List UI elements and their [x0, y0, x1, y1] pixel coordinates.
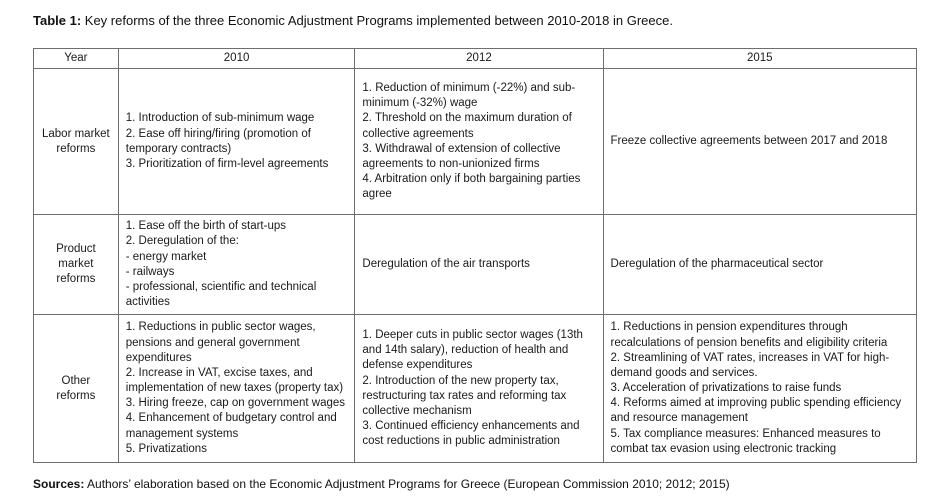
table-caption: Table 1: Key reforms of the three Econom… [33, 13, 917, 28]
table-header-row: Year 2010 2012 2015 [33, 47, 918, 70]
cell-other-2012: 1. Deeper cuts in public sector wages (1… [354, 314, 604, 464]
sources-note: Sources: Authors’ elaboration based on t… [33, 477, 917, 491]
cell-other-2015: 1. Reductions in pension expenditures th… [602, 314, 918, 464]
table-row-other-reforms: Other reforms 1. Reductions in public se… [33, 314, 918, 464]
cell-product-2010: 1. Ease off the birth of start-ups 2. De… [117, 214, 356, 316]
row-category-labor: Labor market reforms [33, 68, 119, 216]
row-category-other: Other reforms [33, 314, 119, 464]
sources-text: Authors’ elaboration based on the Econom… [84, 477, 730, 492]
header-2015: 2015 [602, 47, 918, 70]
cell-product-2015: Deregulation of the pharmaceutical secto… [602, 214, 918, 316]
cell-labor-2015: Freeze collective agreements between 201… [602, 68, 918, 216]
cell-labor-2010: 1. Introduction of sub-minimum wage 2. E… [117, 68, 356, 216]
row-category-product: Product market reforms [33, 214, 119, 316]
header-2010: 2010 [117, 47, 356, 70]
reforms-table: Year 2010 2012 2015 Labor market reforms… [33, 47, 918, 464]
table-caption-text: Key reforms of the three Economic Adjust… [81, 13, 673, 28]
cell-labor-2012: 1. Reduction of minimum (-22%) and sub-m… [354, 68, 604, 216]
table-caption-label: Table 1: [33, 13, 82, 28]
cell-product-2012: Deregulation of the air transports [354, 214, 604, 316]
table-row-labor-market: Labor market reforms 1. Introduction of … [33, 68, 918, 216]
header-2012: 2012 [354, 47, 604, 70]
sources-label: Sources: [33, 477, 85, 492]
cell-other-2010: 1. Reductions in public sector wages, pe… [117, 314, 356, 464]
table-row-product-market: Product market reforms 1. Ease off the b… [33, 214, 918, 316]
header-year: Year [33, 47, 119, 70]
